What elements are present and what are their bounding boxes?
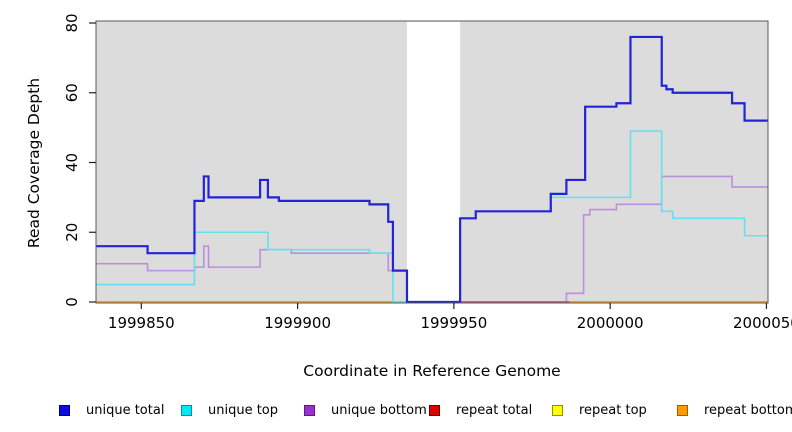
legend-item-unique-bottom: unique bottom — [304, 401, 427, 419]
y-tick-label: 60 — [63, 83, 81, 102]
legend-label: repeat top — [579, 402, 647, 418]
x-tick-label: 1999950 — [420, 314, 487, 332]
legend-swatch-icon — [429, 404, 440, 416]
legend-item-repeat-total: repeat total — [429, 401, 532, 419]
legend-item-repeat-top: repeat top — [552, 401, 647, 419]
legend-swatch-icon — [304, 404, 315, 416]
masked-region — [406, 21, 461, 304]
legend-swatch-icon — [552, 404, 563, 416]
legend-label: repeat total — [456, 402, 533, 418]
legend-item-unique-total: unique total — [59, 401, 164, 419]
legend-item-repeat-bottom: repeat bottom — [677, 401, 792, 419]
legend-label: unique top — [208, 402, 279, 418]
y-tick-label: 0 — [63, 297, 81, 307]
series-line-unique-total — [96, 35, 768, 304]
x-tick-label: 2000000 — [577, 314, 644, 332]
legend: unique total unique top unique bottom repea… — [0, 401, 792, 421]
legend-label: repeat bottom — [704, 402, 792, 418]
y-tick-label: 40 — [63, 153, 81, 172]
legend-swatch-icon — [677, 404, 688, 416]
legend-swatch-icon — [181, 404, 192, 416]
x-tick-label: 1999900 — [264, 314, 331, 332]
y-tick-label: 80 — [63, 13, 81, 32]
x-tick-label: 1999850 — [108, 314, 175, 332]
legend-label: unique total — [86, 402, 165, 418]
x-axis-title: Coordinate in Reference Genome — [303, 362, 561, 380]
legend-label: unique bottom — [331, 402, 427, 418]
y-tick-label: 20 — [63, 223, 81, 242]
legend-item-unique-top: unique top — [181, 401, 278, 419]
y-axis-title: Read Coverage Depth — [25, 77, 43, 249]
legend-swatch-icon — [59, 404, 70, 416]
